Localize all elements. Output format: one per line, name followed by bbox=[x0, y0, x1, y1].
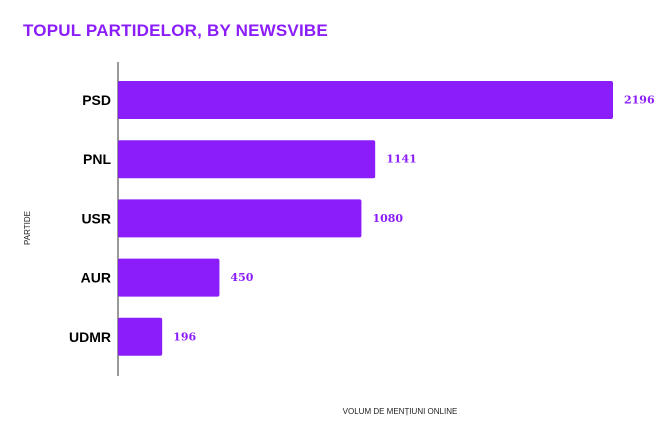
category-label-pnl: PNL bbox=[83, 151, 111, 167]
bars-group: PSD 2196 PNL 1141 USR 1080 AUR 450 UDMR 196 bbox=[69, 81, 655, 356]
value-label-pnl: 1141 bbox=[386, 153, 417, 166]
value-label-aur: 450 bbox=[230, 271, 253, 284]
bar-usr bbox=[118, 199, 362, 238]
category-label-udmr: UDMR bbox=[69, 329, 111, 345]
bar-udmr bbox=[118, 317, 163, 356]
x-axis-title: VOLUM DE MENȚIUNI ONLINE bbox=[343, 407, 458, 416]
value-label-usr: 1080 bbox=[372, 212, 403, 225]
page-title: TOPUL PARTIDELOR, BY NEWSVIBE bbox=[23, 21, 328, 40]
category-label-aur: AUR bbox=[81, 270, 111, 286]
category-label-usr: USR bbox=[81, 210, 111, 226]
value-label-udmr: 196 bbox=[173, 330, 196, 343]
value-label-psd: 2196 bbox=[624, 94, 655, 107]
bar-psd bbox=[118, 81, 613, 119]
bar-aur bbox=[118, 258, 220, 297]
bar-pnl bbox=[118, 140, 376, 179]
y-axis-title: PARTIDE bbox=[23, 211, 32, 245]
category-label-psd: PSD bbox=[82, 92, 111, 108]
